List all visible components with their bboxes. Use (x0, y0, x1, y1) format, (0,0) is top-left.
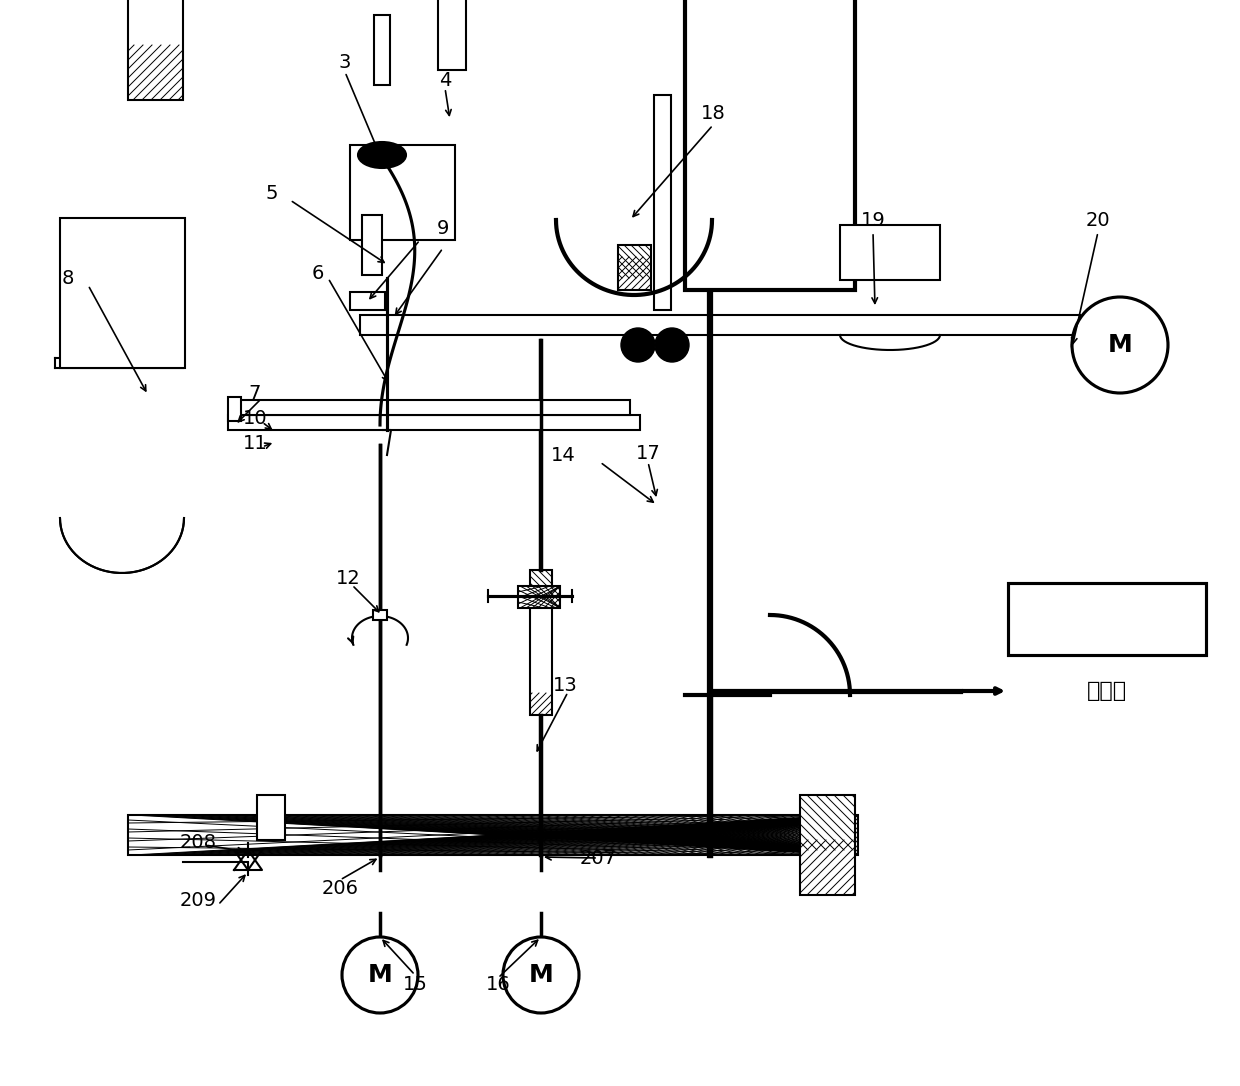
Bar (241, 400, 630, 415)
Bar (1008, 583, 1207, 655)
Bar (518, 586, 560, 608)
Text: 7: 7 (249, 383, 262, 403)
Bar (350, 146, 455, 240)
Bar (350, 292, 384, 310)
Text: M: M (528, 963, 553, 987)
Bar (128, 0, 184, 100)
Bar (684, 0, 856, 290)
Text: 4: 4 (439, 71, 451, 89)
Text: 208: 208 (180, 833, 217, 853)
Circle shape (342, 937, 418, 1013)
Text: 207: 207 (579, 848, 616, 868)
Text: 14: 14 (551, 445, 575, 465)
Bar (438, 0, 466, 70)
Text: 电位计: 电位计 (1087, 681, 1127, 700)
Bar (360, 315, 1080, 334)
Text: 5: 5 (265, 184, 278, 202)
Bar (60, 463, 185, 518)
Text: 10: 10 (243, 408, 268, 428)
Bar (373, 610, 387, 620)
Text: 19: 19 (861, 211, 885, 229)
Text: 6: 6 (311, 264, 324, 282)
Text: M: M (367, 963, 392, 987)
Ellipse shape (358, 142, 405, 168)
Bar (362, 215, 382, 275)
Text: 17: 17 (636, 443, 661, 463)
Text: 16: 16 (486, 975, 511, 995)
Text: 18: 18 (701, 103, 725, 123)
Text: 209: 209 (180, 891, 217, 909)
Text: 20: 20 (1086, 211, 1110, 229)
Bar (839, 225, 940, 280)
Bar (374, 15, 391, 85)
Bar (228, 415, 640, 430)
Text: 8: 8 (62, 268, 74, 288)
Bar (228, 397, 241, 421)
Bar (800, 0, 856, 250)
Text: 15: 15 (403, 975, 428, 995)
Text: 3: 3 (339, 52, 351, 72)
Bar (529, 570, 552, 715)
Text: 206: 206 (321, 879, 358, 897)
Text: 13: 13 (553, 675, 578, 695)
Bar (618, 245, 651, 290)
Bar (60, 218, 185, 368)
Bar (257, 795, 285, 839)
Text: 11: 11 (243, 433, 268, 453)
Circle shape (655, 328, 689, 362)
Bar (653, 94, 671, 310)
Circle shape (1073, 296, 1168, 393)
Bar (800, 795, 856, 895)
Circle shape (503, 937, 579, 1013)
Bar (128, 814, 858, 855)
Text: 9: 9 (436, 218, 449, 238)
Text: M: M (1107, 333, 1132, 357)
Circle shape (621, 328, 655, 362)
Text: 12: 12 (336, 568, 361, 588)
